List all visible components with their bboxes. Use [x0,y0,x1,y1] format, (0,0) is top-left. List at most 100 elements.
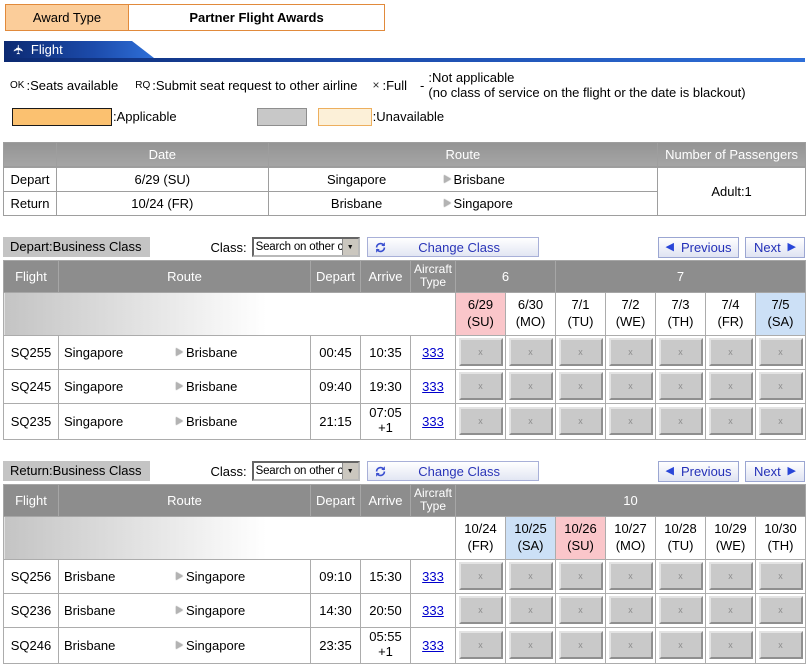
availability-full-button[interactable]: x [658,596,703,625]
previous-label: Previous [680,239,732,255]
availability-full-button[interactable]: x [758,338,803,367]
availability-cell: x [455,334,506,370]
class-select[interactable]: Search on other class ▼ [251,237,360,258]
availability-cell: x [555,592,606,628]
unavailable-label: :Unavailable [372,109,445,125]
availability-full-button[interactable]: x [708,372,753,401]
next-button[interactable]: Next ▶ [745,236,805,258]
aircraft-type-link[interactable]: 333 [422,378,444,394]
class-select[interactable]: Search on other class ▼ [251,461,360,482]
availability-cell: x [655,626,706,664]
col-aircraft-type: Aircraft Type [410,483,456,517]
availability-full-button[interactable]: x [758,596,803,625]
availability-full-button[interactable]: x [658,338,703,367]
flight-route: Brisbane Singapore [58,592,311,628]
availability-full-button[interactable]: x [558,407,603,436]
availability-full-button[interactable]: x [558,562,603,591]
legend-full: × :Full [372,78,407,93]
availability-full-button[interactable]: x [458,596,503,625]
applicable-label: :Applicable [113,109,177,125]
availability-full-button[interactable]: x [558,596,603,625]
destination-city: Brisbane [186,378,238,394]
aircraft-type-link[interactable]: 333 [422,602,444,618]
availability-cell: x [705,402,756,440]
legend-full-text: :Full [382,77,408,93]
origin-city: Singapore [64,378,124,394]
legend-full-symbol: × [372,78,380,93]
availability-full-button[interactable]: x [758,372,803,401]
airplane-icon: ✈ [10,44,26,55]
availability-full-button[interactable]: x [658,407,703,436]
availability-full-button[interactable]: x [458,338,503,367]
previous-label: Previous [680,463,732,479]
availability-full-button[interactable]: x [508,631,553,660]
availability-full-button[interactable]: x [458,562,503,591]
date-row-gradient [3,515,456,560]
arrive-time: 07:05 +1 [360,402,411,440]
date-header-0705: 7/5 (SA) [755,291,806,336]
next-button[interactable]: Next ▶ [745,460,805,482]
depart-time: 14:30 [310,592,361,628]
arrive-time: 20:50 [360,592,411,628]
arrive-time-value: 07:05 [369,405,402,421]
availability-full-button[interactable]: x [608,631,653,660]
availability-full-button[interactable]: x [558,372,603,401]
availability-full-button[interactable]: x [608,596,653,625]
select-dropdown-arrow-icon[interactable]: ▼ [341,239,358,256]
availability-full-button[interactable]: x [658,562,703,591]
previous-button[interactable]: ◀ Previous [658,236,739,258]
class-select-value: Search on other class [255,241,342,254]
previous-button[interactable]: ◀ Previous [658,460,739,482]
availability-full-button[interactable]: x [758,407,803,436]
route-arrow-icon [176,348,183,357]
availability-full-button[interactable]: x [508,562,553,591]
aircraft-type-link[interactable]: 333 [422,568,444,584]
availability-full-button[interactable]: x [708,407,753,436]
availability-cell: x [655,368,706,404]
aircraft-type-cell: 333 [410,626,456,664]
aircraft-type-link[interactable]: 333 [422,344,444,360]
flight-route: Singapore Brisbane [58,402,311,440]
availability-full-button[interactable]: x [558,338,603,367]
summary-depart-route: Singapore Brisbane [267,166,659,192]
aircraft-type-link[interactable]: 333 [422,637,444,653]
legend-rq-symbol: RQ [135,79,151,91]
availability-full-button[interactable]: x [658,631,703,660]
availability-full-button[interactable]: x [708,338,753,367]
availability-full-button[interactable]: x [608,407,653,436]
legend-swatches: :Applicable :Unavailable [12,107,807,126]
availability-cell: x [655,334,706,370]
availability-full-button[interactable]: x [658,372,703,401]
availability-full-button[interactable]: x [558,631,603,660]
col-aircraft-type: Aircraft Type [410,259,456,293]
availability-full-button[interactable]: x [758,562,803,591]
date-header-1026: 10/26 (SU) [555,515,606,560]
availability-full-button[interactable]: x [758,631,803,660]
availability-full-button[interactable]: x [458,631,503,660]
availability-full-button[interactable]: x [708,631,753,660]
select-dropdown-arrow-icon[interactable]: ▼ [341,463,358,480]
availability-full-button[interactable]: x [508,596,553,625]
availability-full-button[interactable]: x [608,338,653,367]
aircraft-type-link[interactable]: 333 [422,413,444,429]
availability-full-button[interactable]: x [708,562,753,591]
availability-full-button[interactable]: x [508,407,553,436]
col-flight: Flight [3,483,59,517]
date-header-0704: 7/4 (FR) [705,291,756,336]
availability-full-button[interactable]: x [708,596,753,625]
arrive-next-day: +1 [378,644,393,660]
change-class-label: Change Class [418,239,500,255]
summary-col-route: Route [267,141,659,168]
availability-full-button[interactable]: x [458,407,503,436]
flight-row-sq255: SQ255 Singapore Brisbane 00:45 10:35 333… [3,334,806,370]
availability-full-button[interactable]: x [458,372,503,401]
availability-full-button[interactable]: x [608,562,653,591]
change-class-button[interactable]: Change Class [366,461,539,482]
availability-full-button[interactable]: x [508,338,553,367]
availability-full-button[interactable]: x [508,372,553,401]
change-class-button[interactable]: Change Class [366,237,539,258]
availability-full-button[interactable]: x [608,372,653,401]
flight-route: Brisbane Singapore [58,626,311,664]
flight-row-sq236: SQ236 Brisbane Singapore 14:30 20:50 333… [3,592,806,628]
